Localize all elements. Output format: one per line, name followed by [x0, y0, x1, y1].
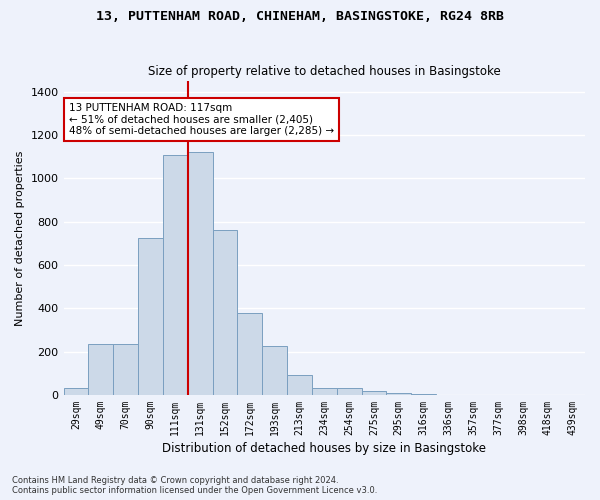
- Bar: [138, 238, 163, 395]
- Bar: [212, 230, 238, 395]
- Bar: [262, 346, 287, 395]
- Bar: [113, 344, 138, 395]
- Bar: [163, 154, 188, 395]
- Text: Contains HM Land Registry data © Crown copyright and database right 2024.
Contai: Contains HM Land Registry data © Crown c…: [12, 476, 377, 495]
- Bar: [238, 312, 262, 395]
- Y-axis label: Number of detached properties: Number of detached properties: [15, 150, 25, 326]
- Bar: [362, 390, 386, 395]
- Bar: [411, 394, 436, 395]
- Bar: [312, 388, 337, 395]
- Bar: [287, 376, 312, 395]
- Bar: [88, 344, 113, 395]
- Bar: [188, 152, 212, 395]
- Bar: [386, 393, 411, 395]
- Text: 13 PUTTENHAM ROAD: 117sqm
← 51% of detached houses are smaller (2,405)
48% of se: 13 PUTTENHAM ROAD: 117sqm ← 51% of detac…: [69, 103, 334, 136]
- Bar: [64, 388, 88, 395]
- Title: Size of property relative to detached houses in Basingstoke: Size of property relative to detached ho…: [148, 66, 500, 78]
- Text: 13, PUTTENHAM ROAD, CHINEHAM, BASINGSTOKE, RG24 8RB: 13, PUTTENHAM ROAD, CHINEHAM, BASINGSTOK…: [96, 10, 504, 23]
- Bar: [337, 388, 362, 395]
- X-axis label: Distribution of detached houses by size in Basingstoke: Distribution of detached houses by size …: [162, 442, 486, 455]
